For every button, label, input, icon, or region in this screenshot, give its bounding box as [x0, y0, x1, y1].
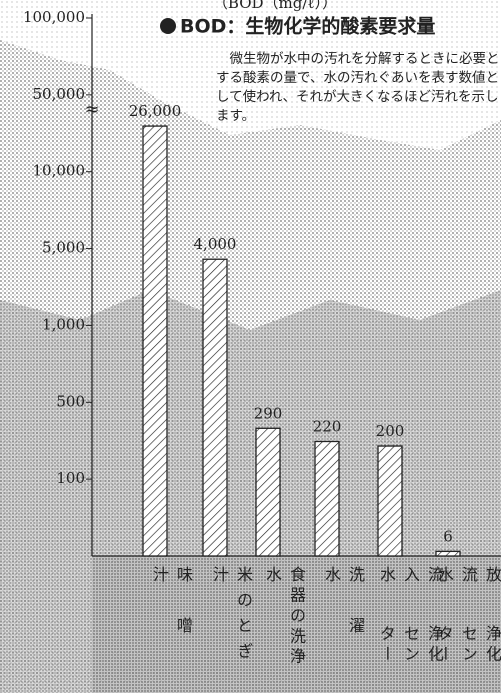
- description: 微生物が水中の汚れを分解するときに必要とする酸素の量で、水の汚れぐあいを表す数値…: [216, 51, 500, 124]
- bar: [142, 125, 168, 557]
- value-label: 290: [254, 404, 283, 422]
- bar: [435, 550, 461, 557]
- x-tick-label-line: 浄化センター: [377, 625, 444, 666]
- x-tick-label-line: 味噌汁: [150, 566, 193, 668]
- background-water: [92, 556, 501, 693]
- x-tick-label: 味噌汁: [147, 566, 195, 684]
- y-tick-label: 50,000: [33, 85, 86, 103]
- value-label: 220: [313, 417, 342, 435]
- x-tick-label-line: 食器の洗浄水: [263, 566, 306, 668]
- bar: [255, 427, 281, 557]
- x-tick-label-line: 洗濯水: [322, 566, 365, 668]
- y-axis-label: （BOD（mg/ℓ））: [213, 0, 337, 12]
- y-tick-label: 500: [56, 392, 85, 410]
- value-label: 200: [376, 422, 405, 440]
- bar: [202, 258, 228, 557]
- y-tick-label: 100,000: [23, 8, 85, 26]
- y-tick-label: 5,000: [42, 239, 85, 257]
- x-tick-label: 洗濯水: [319, 566, 367, 684]
- bar: [314, 440, 340, 557]
- x-tick-label: 流入水 浄化センター: [374, 566, 446, 684]
- x-tick-label-line: 放流水: [435, 566, 501, 617]
- axis-break: ≈: [84, 99, 99, 120]
- x-tick-label: 食器の洗浄水: [260, 566, 308, 684]
- x-tick-label-line: 流入水: [377, 566, 444, 617]
- chart-title: BOD：生物化学的酸素要求量: [180, 15, 435, 38]
- value-label: 4,000: [194, 235, 237, 253]
- x-tick-label: 米のとぎ汁: [207, 566, 255, 684]
- y-tick-label: 10,000: [33, 162, 86, 180]
- value-label: 6: [443, 527, 453, 545]
- bar: [377, 445, 403, 557]
- x-tick-label: 放流水 浄化センター: [432, 566, 501, 684]
- value-label: 26,000: [129, 102, 182, 120]
- x-tick-label-line: 浄化センター: [435, 625, 501, 666]
- title-bullet: [160, 18, 176, 34]
- y-tick-label: 100: [56, 469, 85, 487]
- y-tick-label: 1,000: [42, 315, 85, 333]
- x-tick-label-line: 米のとぎ汁: [210, 566, 253, 668]
